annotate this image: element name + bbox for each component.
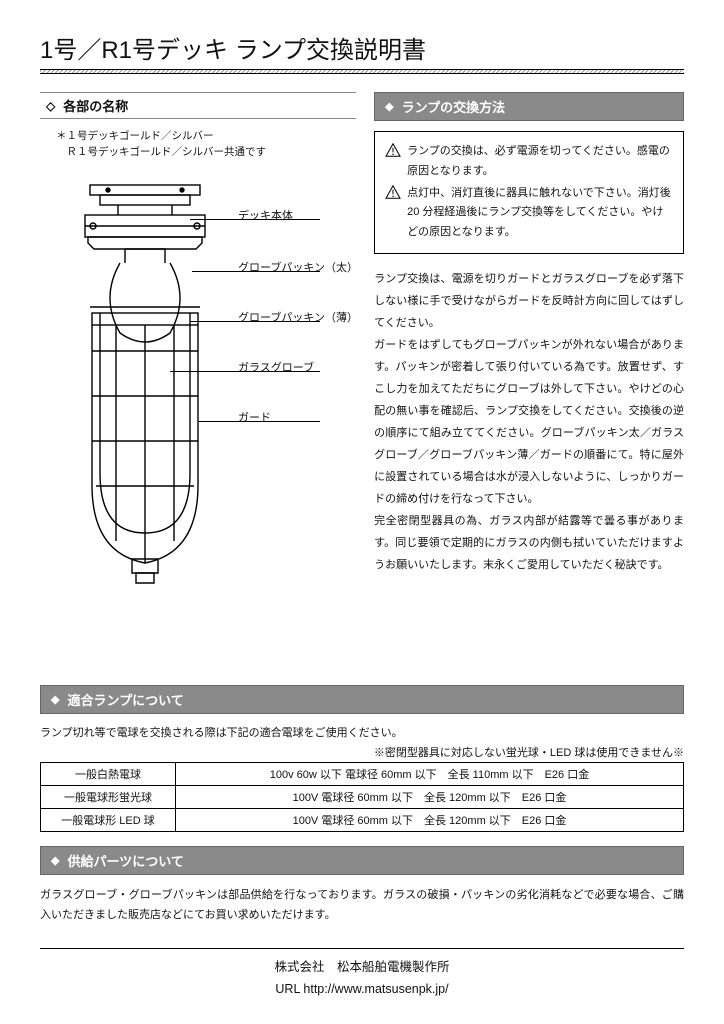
replace-body-text: ランプ交換は、電源を切りガードとガラスグローブを必ず落下しない様に手で受けながら… bbox=[374, 268, 684, 576]
diagram-label-globe: ガラスグローブ bbox=[238, 359, 314, 375]
warning-text-0: ランプの交換は、必ず電源を切ってください。感電の原因となります。 bbox=[407, 142, 673, 182]
warning-item: ランプの交換は、必ず電源を切ってください。感電の原因となります。 bbox=[385, 142, 673, 182]
section-heading-compatible-label: 適合ランプについて bbox=[67, 690, 183, 709]
warning-box: ランプの交換は、必ず電源を切ってください。感電の原因となります。 点灯中、消灯直… bbox=[374, 131, 684, 254]
warning-icon bbox=[385, 185, 401, 243]
table-row: 一般電球形蛍光球100V 電球径 60mm 以下 全長 120mm 以下 E26… bbox=[41, 785, 684, 808]
table-cell: 100V 電球径 60mm 以下 全長 120mm 以下 E26 口金 bbox=[176, 808, 684, 831]
table-cell: 100V 電球径 60mm 以下 全長 120mm 以下 E26 口金 bbox=[176, 785, 684, 808]
section-heading-compatible: 適合ランプについて bbox=[40, 685, 684, 714]
table-row: 一般白熱電球100v 60w 以下 電球径 60mm 以下 全長 110mm 以… bbox=[41, 762, 684, 785]
section-heading-replace-label: ランプの交換方法 bbox=[402, 97, 506, 116]
table-cell: 一般電球形 LED 球 bbox=[41, 808, 176, 831]
warning-text-1: 点灯中、消灯直後に器具に触れないで下さい。消灯後 20 分程経過後にランプ交換等… bbox=[407, 184, 673, 243]
compatible-lamp-table: 一般白熱電球100v 60w 以下 電球径 60mm 以下 全長 110mm 以… bbox=[40, 762, 684, 832]
diagram-label-packing-thick: グローブパッキン（太） bbox=[238, 259, 358, 275]
company-url: URL http://www.matsusenpk.jp/ bbox=[40, 979, 684, 1000]
section-heading-parts-label: 各部の名称 bbox=[63, 96, 128, 115]
warning-item: 点灯中、消灯直後に器具に触れないで下さい。消灯後 20 分程経過後にランプ交換等… bbox=[385, 184, 673, 243]
compatible-caution: ※密閉型器具に対応しない蛍光球・LED 球は使用できません※ bbox=[40, 744, 684, 760]
document-title: 1号／R1号デッキ ランプ交換説明書 bbox=[40, 30, 684, 70]
section-heading-replace: ランプの交換方法 bbox=[374, 92, 684, 121]
company-name: 株式会社 松本船舶電機製作所 bbox=[40, 957, 684, 978]
compatible-lead: ランプ切れ等で電球を交換される際は下記の適合電球をご使用ください。 bbox=[40, 724, 684, 740]
document-title-block: 1号／R1号デッキ ランプ交換説明書 bbox=[40, 30, 684, 74]
lamp-diagram: デッキ本体 グローブパッキン（太） グローブパッキン（薄） ガラスグローブ ガー… bbox=[40, 171, 356, 671]
table-cell: 一般白熱電球 bbox=[41, 762, 176, 785]
diagram-label-guard: ガード bbox=[238, 409, 271, 425]
table-cell: 100v 60w 以下 電球径 60mm 以下 全長 110mm 以下 E26 … bbox=[176, 762, 684, 785]
section-heading-supply: 供給パーツについて bbox=[40, 846, 684, 875]
parts-subnote: ＊１号デッキゴールド／シルバー Ｒ１号デッキゴールド／シルバー共通です bbox=[56, 129, 356, 161]
lamp-illustration bbox=[70, 181, 220, 621]
company-footer: 株式会社 松本船舶電機製作所 URL http://www.matsusenpk… bbox=[40, 948, 684, 1000]
title-underline bbox=[40, 70, 684, 74]
table-row: 一般電球形 LED 球100V 電球径 60mm 以下 全長 120mm 以下 … bbox=[41, 808, 684, 831]
warning-icon bbox=[385, 143, 401, 182]
supply-body-text: ガラスグローブ・グローブパッキンは部品供給を行なっております。ガラスの破損・パッ… bbox=[40, 885, 684, 927]
section-heading-parts: 各部の名称 bbox=[40, 92, 356, 119]
section-heading-supply-label: 供給パーツについて bbox=[67, 851, 183, 870]
diagram-label-packing-thin: グローブパッキン（薄） bbox=[238, 309, 358, 325]
table-cell: 一般電球形蛍光球 bbox=[41, 785, 176, 808]
diagram-label-body: デッキ本体 bbox=[238, 207, 293, 223]
